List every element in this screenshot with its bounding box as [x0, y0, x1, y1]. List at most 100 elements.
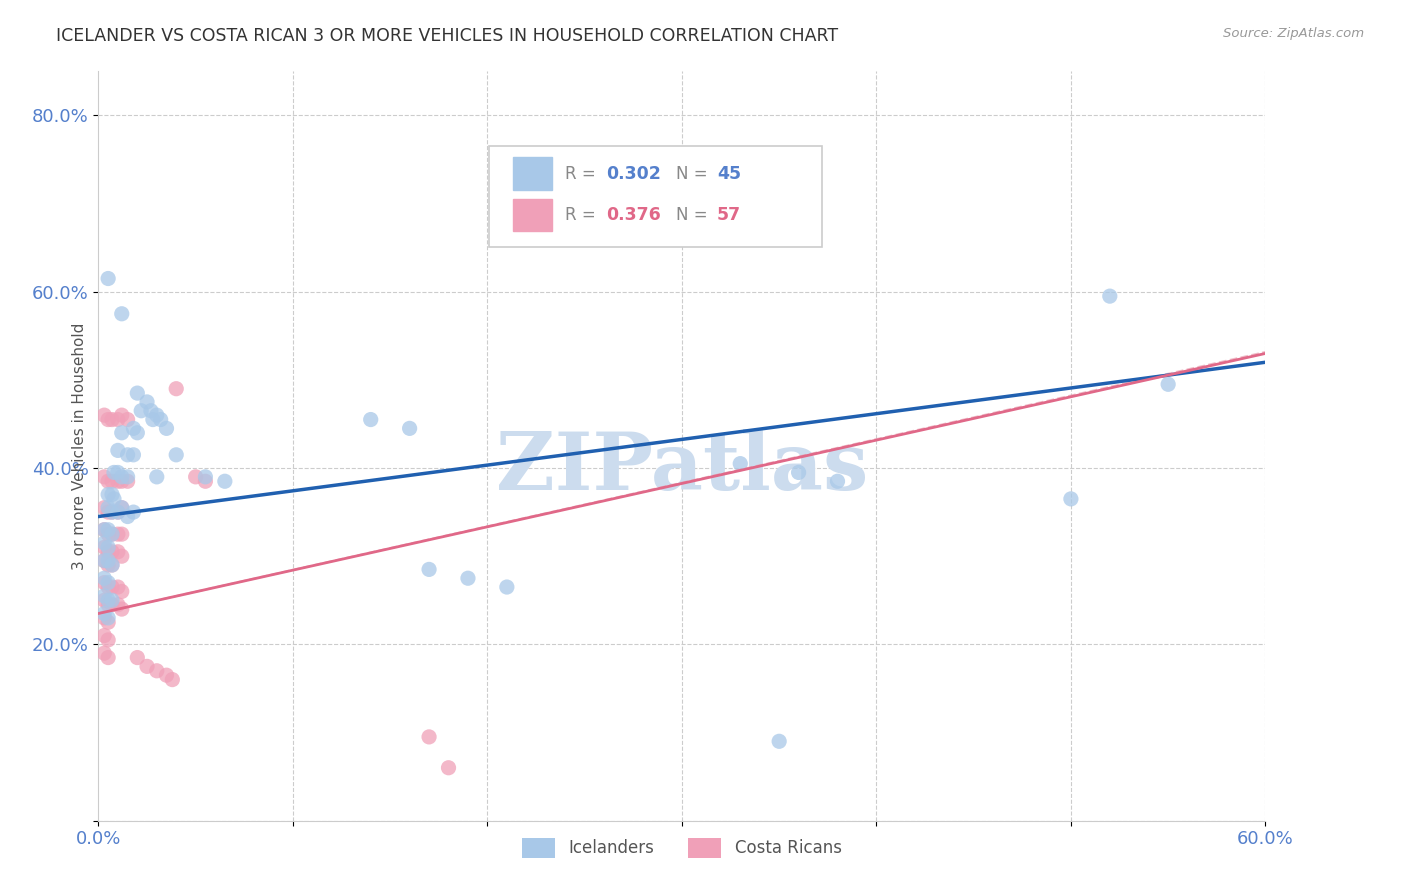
Point: [101, 412, 124, 426]
Point: [101, 598, 124, 612]
Point: [101, 505, 124, 519]
Point: [101, 487, 124, 501]
Text: 0.302: 0.302: [606, 165, 661, 183]
Point: [107, 505, 129, 519]
Text: R =: R =: [565, 206, 602, 224]
Point: [129, 403, 152, 417]
Text: N =: N =: [676, 165, 713, 183]
Point: [93, 646, 115, 660]
Point: [93, 589, 115, 603]
Point: [111, 527, 134, 541]
Point: [142, 412, 165, 426]
Point: [97, 650, 120, 665]
Point: [155, 421, 177, 435]
Point: [93, 553, 115, 567]
Point: [136, 395, 159, 409]
Point: [97, 558, 120, 572]
Point: [730, 457, 752, 471]
Point: [97, 505, 120, 519]
Point: [97, 475, 120, 489]
Point: [107, 580, 129, 594]
Point: [101, 558, 124, 572]
Point: [214, 475, 236, 489]
Point: [101, 580, 124, 594]
Point: [117, 475, 139, 489]
Point: [93, 541, 115, 555]
Point: [107, 545, 129, 559]
Point: [97, 541, 120, 555]
Point: [184, 470, 207, 484]
Point: [111, 584, 134, 599]
Text: ICELANDER VS COSTA RICAN 3 OR MORE VEHICLES IN HOUSEHOLD CORRELATION CHART: ICELANDER VS COSTA RICAN 3 OR MORE VEHIC…: [56, 27, 838, 45]
Point: [162, 673, 184, 687]
Point: [437, 761, 460, 775]
Point: [107, 598, 129, 612]
Point: [103, 491, 125, 506]
Point: [93, 470, 115, 484]
Point: [768, 734, 790, 748]
Point: [107, 475, 129, 489]
Text: 45: 45: [717, 165, 741, 183]
Point: [107, 527, 129, 541]
Point: [97, 500, 120, 515]
Point: [101, 527, 124, 541]
Point: [97, 412, 120, 426]
Point: [111, 602, 134, 616]
Point: [93, 607, 115, 621]
Point: [93, 408, 115, 422]
Point: [93, 575, 115, 590]
Point: [93, 571, 115, 585]
Point: [827, 475, 849, 489]
Point: [97, 527, 120, 541]
Point: [101, 475, 124, 489]
Point: [101, 505, 124, 519]
Point: [1098, 289, 1121, 303]
Point: [97, 580, 120, 594]
Point: [97, 632, 120, 647]
Text: 0.376: 0.376: [606, 206, 661, 224]
Point: [101, 593, 124, 607]
Point: [122, 421, 145, 435]
Point: [111, 500, 134, 515]
Point: [93, 611, 115, 625]
Point: [97, 487, 120, 501]
Point: [111, 408, 134, 422]
Point: [457, 571, 479, 585]
Point: [97, 523, 120, 537]
Point: [103, 466, 125, 480]
Point: [101, 558, 124, 572]
Point: [1157, 377, 1180, 392]
Point: [97, 598, 120, 612]
Point: [139, 403, 162, 417]
Point: [127, 650, 149, 665]
Point: [107, 443, 129, 458]
Point: [155, 668, 177, 682]
Y-axis label: 3 or more Vehicles in Household: 3 or more Vehicles in Household: [72, 322, 87, 570]
Point: [107, 505, 129, 519]
FancyBboxPatch shape: [513, 199, 553, 232]
FancyBboxPatch shape: [489, 146, 823, 247]
Point: [93, 553, 115, 567]
Text: 57: 57: [717, 206, 741, 224]
Point: [111, 549, 134, 564]
Point: [93, 593, 115, 607]
Point: [146, 470, 169, 484]
Text: N =: N =: [676, 206, 713, 224]
Point: [194, 470, 217, 484]
Point: [1060, 491, 1083, 506]
Point: [122, 448, 145, 462]
Point: [97, 545, 120, 559]
Point: [93, 628, 115, 642]
Point: [97, 553, 120, 567]
Point: [93, 500, 115, 515]
Text: ZIPatlas: ZIPatlas: [496, 429, 868, 508]
Point: [111, 500, 134, 515]
Point: [165, 448, 187, 462]
Point: [136, 659, 159, 673]
Point: [101, 545, 124, 559]
Point: [93, 523, 115, 537]
Point: [418, 730, 440, 744]
Point: [146, 408, 169, 422]
Legend: Icelanders, Costa Ricans: Icelanders, Costa Ricans: [516, 831, 848, 864]
Point: [127, 386, 149, 401]
